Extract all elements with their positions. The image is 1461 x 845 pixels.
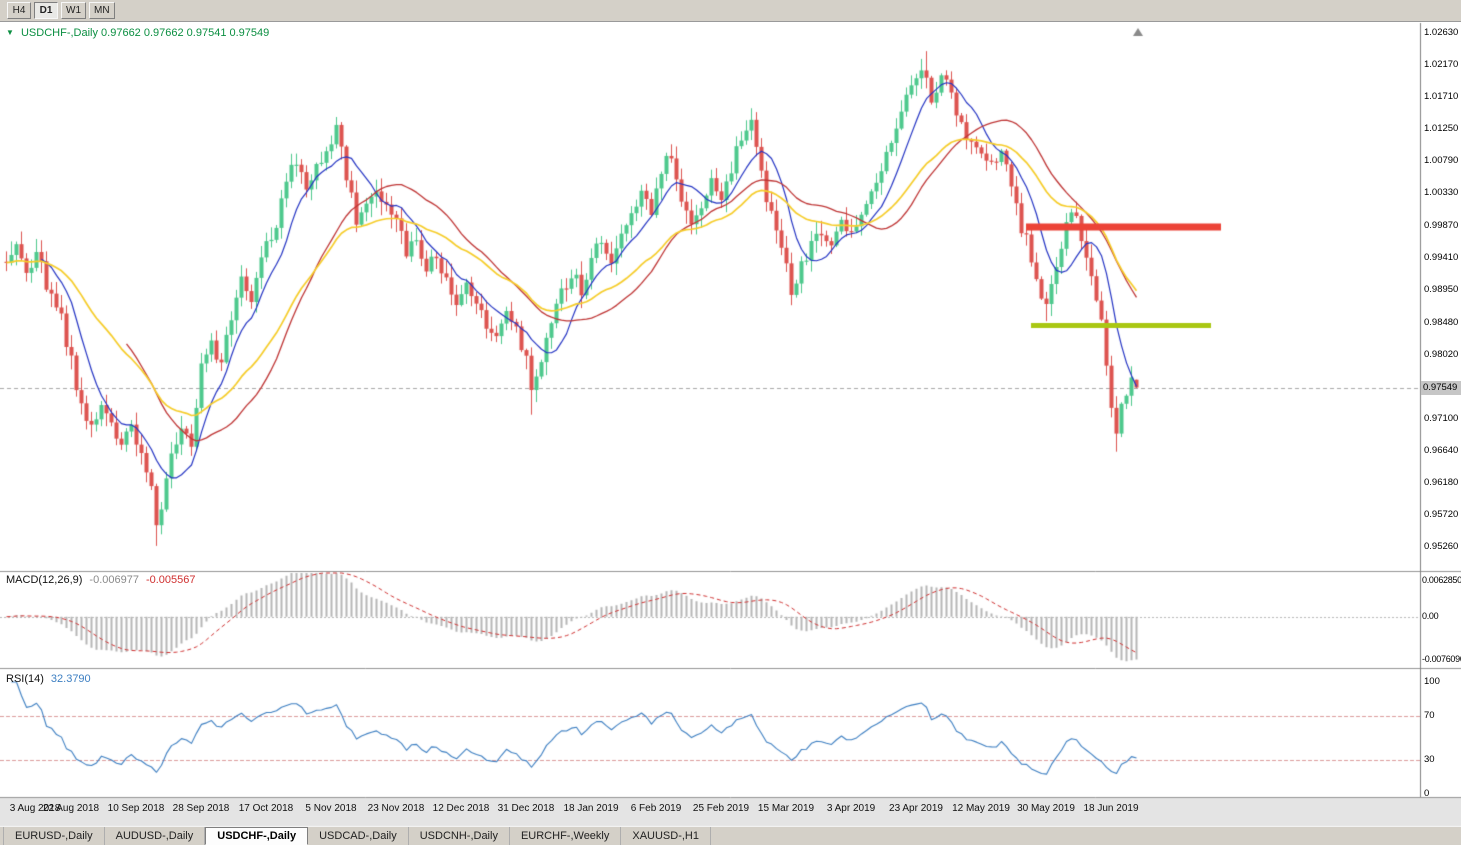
macd-main-value: -0.006977 xyxy=(89,574,139,586)
chart-tab-usdchf-daily[interactable]: USDCHF-,Daily xyxy=(205,827,309,845)
chart-tab-eurusd-daily[interactable]: EURUSD-,Daily xyxy=(3,827,105,845)
rsi-indicator-name: RSI(14) xyxy=(6,673,44,685)
current-price-badge: 0.97549 xyxy=(1421,380,1461,395)
chart-tab-xauusd-h1[interactable]: XAUUSD-,H1 xyxy=(621,827,711,845)
chart-tab-usdcnh-daily[interactable]: USDCNH-,Daily xyxy=(409,827,510,845)
timeframe-button-mn[interactable]: MN xyxy=(89,2,115,19)
chart-tab-eurchf-weekly[interactable]: EURCHF-,Weekly xyxy=(510,827,622,845)
timeframe-button-h4[interactable]: H4 xyxy=(7,2,31,19)
chart-title: ▼ USDCHF-,Daily 0.97662 0.97662 0.97541 … xyxy=(6,27,269,39)
chart-tabs-bar: EURUSD-,Daily AUDUSD-,Daily USDCHF-,Daily U… xyxy=(0,826,1461,845)
chart-tab-usdcad-daily[interactable]: USDCAD-,Daily xyxy=(308,827,409,845)
symbol-list-caret-icon[interactable]: ▼ xyxy=(6,28,14,37)
macd-signal-value: -0.005567 xyxy=(145,574,196,586)
macd-indicator-name: MACD(12,26,9) xyxy=(6,574,83,586)
chart-tab-audusd-daily[interactable]: AUDUSD-,Daily xyxy=(105,827,206,845)
timeframe-button-w1[interactable]: W1 xyxy=(61,2,86,19)
chart-title-text: USDCHF-,Daily 0.97662 0.97662 0.97541 0.… xyxy=(20,27,270,39)
macd-label: MACD(12,26,9) -0.006977 -0.005567 xyxy=(6,574,203,586)
timeframe-button-d1[interactable]: D1 xyxy=(34,2,58,19)
rsi-label: RSI(14) 32.3790 xyxy=(6,673,98,685)
rsi-value: 32.3790 xyxy=(50,673,91,685)
timeframe-toolbar: H4 D1 W1 MN xyxy=(0,0,1461,22)
